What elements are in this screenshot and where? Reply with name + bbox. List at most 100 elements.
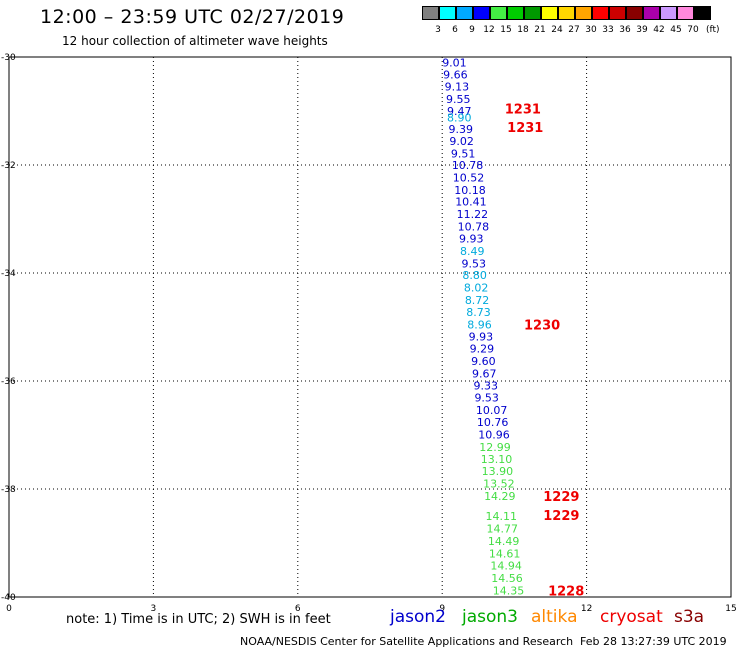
wave-height-label: 10.07 bbox=[476, 404, 508, 417]
colorbar-swatch bbox=[524, 6, 541, 20]
wave-height-label: 8.80 bbox=[462, 269, 487, 282]
time-stamp-label: 1229 bbox=[543, 490, 579, 505]
y-tick-label: -34 bbox=[1, 269, 16, 279]
colorbar-swatch bbox=[473, 6, 490, 20]
wave-height-label: 10.41 bbox=[455, 196, 487, 209]
wave-height-label: 9.53 bbox=[461, 257, 486, 270]
wave-height-label: 10.76 bbox=[477, 416, 509, 429]
colorbar-label: 15 bbox=[500, 25, 512, 35]
x-tick-label: 15 bbox=[725, 604, 736, 614]
colorbar-label: 30 bbox=[585, 25, 597, 35]
colorbar-swatch bbox=[609, 6, 626, 20]
colorbar-swatch bbox=[422, 6, 439, 20]
colorbar-swatch bbox=[439, 6, 456, 20]
wave-height-label: 10.18 bbox=[454, 184, 486, 197]
wave-height-label: 9.01 bbox=[442, 56, 467, 69]
time-stamp-label: 1230 bbox=[524, 318, 560, 333]
colorbar-swatch bbox=[575, 6, 592, 20]
colorbar-label: 9 bbox=[469, 25, 475, 35]
wave-height-label: 10.52 bbox=[453, 171, 485, 184]
colorbar-label: 18 bbox=[517, 25, 529, 35]
wave-height-label: 14.49 bbox=[488, 535, 519, 548]
wave-height-label: 13.52 bbox=[483, 478, 515, 491]
wave-height-label: 10.78 bbox=[458, 221, 490, 234]
colorbar-swatch bbox=[490, 6, 507, 20]
wave-height-label: 14.77 bbox=[486, 522, 518, 535]
wave-height-label: 14.94 bbox=[490, 560, 522, 573]
colorbar-label: 21 bbox=[534, 25, 546, 35]
time-stamp-label: 1228 bbox=[548, 585, 584, 600]
colorbar-swatch bbox=[456, 6, 473, 20]
colorbar-label: 27 bbox=[568, 25, 580, 35]
legend-s3a: s3a bbox=[674, 607, 705, 627]
wave-height-label: 9.93 bbox=[459, 232, 484, 245]
wave-height-label: 8.49 bbox=[460, 245, 485, 258]
wave-height-label: 8.02 bbox=[464, 282, 489, 295]
colorbar-swatch bbox=[694, 6, 711, 20]
wave-height-label: 14.61 bbox=[489, 547, 521, 560]
wave-height-label: 9.67 bbox=[472, 367, 497, 380]
colorbar-label: 45 bbox=[670, 25, 682, 35]
colorbar-swatch bbox=[507, 6, 524, 20]
legend-jason2: jason2 bbox=[390, 607, 446, 627]
wave-height-label: 9.66 bbox=[443, 68, 468, 81]
wave-height-label: 8.73 bbox=[466, 306, 491, 319]
y-tick-label: -30 bbox=[1, 53, 16, 63]
x-tick-label: 12 bbox=[581, 604, 592, 614]
colorbar-swatch bbox=[643, 6, 660, 20]
time-stamp-label: 1231 bbox=[505, 102, 541, 117]
y-tick-label: -40 bbox=[1, 593, 16, 603]
page-title: 12:00 – 23:59 UTC 02/27/2019 bbox=[40, 6, 345, 28]
time-stamp-label: 1229 bbox=[543, 509, 579, 524]
x-tick-label: 3 bbox=[151, 604, 157, 614]
wave-height-label: 9.02 bbox=[449, 135, 474, 148]
x-tick-label: 6 bbox=[295, 604, 301, 614]
time-stamp-label: 1231 bbox=[507, 121, 543, 136]
legend-altika: altika bbox=[531, 607, 578, 627]
y-tick-label: -36 bbox=[1, 377, 16, 387]
wave-height-label: 9.53 bbox=[474, 392, 499, 405]
wave-height-label: 9.51 bbox=[451, 148, 476, 161]
y-tick-label: -38 bbox=[1, 485, 16, 495]
colorbar-label: 70 bbox=[687, 25, 699, 35]
wave-height-label: 9.39 bbox=[448, 123, 473, 136]
wave-height-label: 10.78 bbox=[452, 159, 484, 172]
wave-height-label: 14.11 bbox=[486, 510, 518, 523]
colorbar-label: 3 bbox=[435, 25, 441, 35]
legend-cryosat: cryosat bbox=[600, 607, 663, 627]
colorbar-swatch bbox=[626, 6, 643, 20]
wave-height-label: 12.99 bbox=[479, 441, 511, 454]
y-tick-label: -32 bbox=[1, 161, 16, 171]
x-tick-label: 9 bbox=[439, 604, 445, 614]
wave-height-label: 13.90 bbox=[482, 465, 513, 478]
colorbar-swatch bbox=[592, 6, 609, 20]
colorbar-swatch bbox=[541, 6, 558, 20]
wave-height-label: 8.72 bbox=[465, 294, 490, 307]
colorbar-label: 6 bbox=[452, 25, 458, 35]
colorbar-label: 12 bbox=[483, 25, 495, 35]
generated-timestamp: Feb 28 13:27:39 UTC 2019 bbox=[580, 635, 727, 648]
wave-height-label: 8.90 bbox=[447, 111, 472, 124]
credit-line: NOAA/NESDIS Center for Satellite Applica… bbox=[240, 635, 574, 648]
wave-height-label: 14.35 bbox=[493, 585, 525, 598]
wave-height-label: 14.56 bbox=[491, 572, 523, 585]
colorbar-unit: (ft) bbox=[706, 25, 720, 35]
colorbar-label: 36 bbox=[619, 25, 631, 35]
footer-note: note: 1) Time is in UTC; 2) SWH is in fe… bbox=[66, 612, 331, 627]
colorbar-label: 42 bbox=[653, 25, 665, 35]
legend-jason3: jason3 bbox=[462, 607, 518, 627]
wave-height-label: 9.33 bbox=[473, 379, 498, 392]
plot-frame bbox=[8, 56, 732, 598]
wave-height-label: 10.96 bbox=[478, 428, 510, 441]
wave-height-label: 8.96 bbox=[467, 318, 492, 331]
colorbar-swatch bbox=[558, 6, 575, 20]
wave-height-label: 9.60 bbox=[471, 355, 496, 368]
colorbar-swatch bbox=[677, 6, 694, 20]
wave-height-label: 9.13 bbox=[445, 81, 470, 94]
wave-height-label: 13.10 bbox=[481, 453, 513, 466]
colorbar-label: 24 bbox=[551, 25, 563, 35]
x-tick-label: 0 bbox=[6, 604, 12, 614]
wave-height-label: 14.29 bbox=[484, 490, 516, 503]
wave-height-label: 9.55 bbox=[446, 93, 471, 106]
